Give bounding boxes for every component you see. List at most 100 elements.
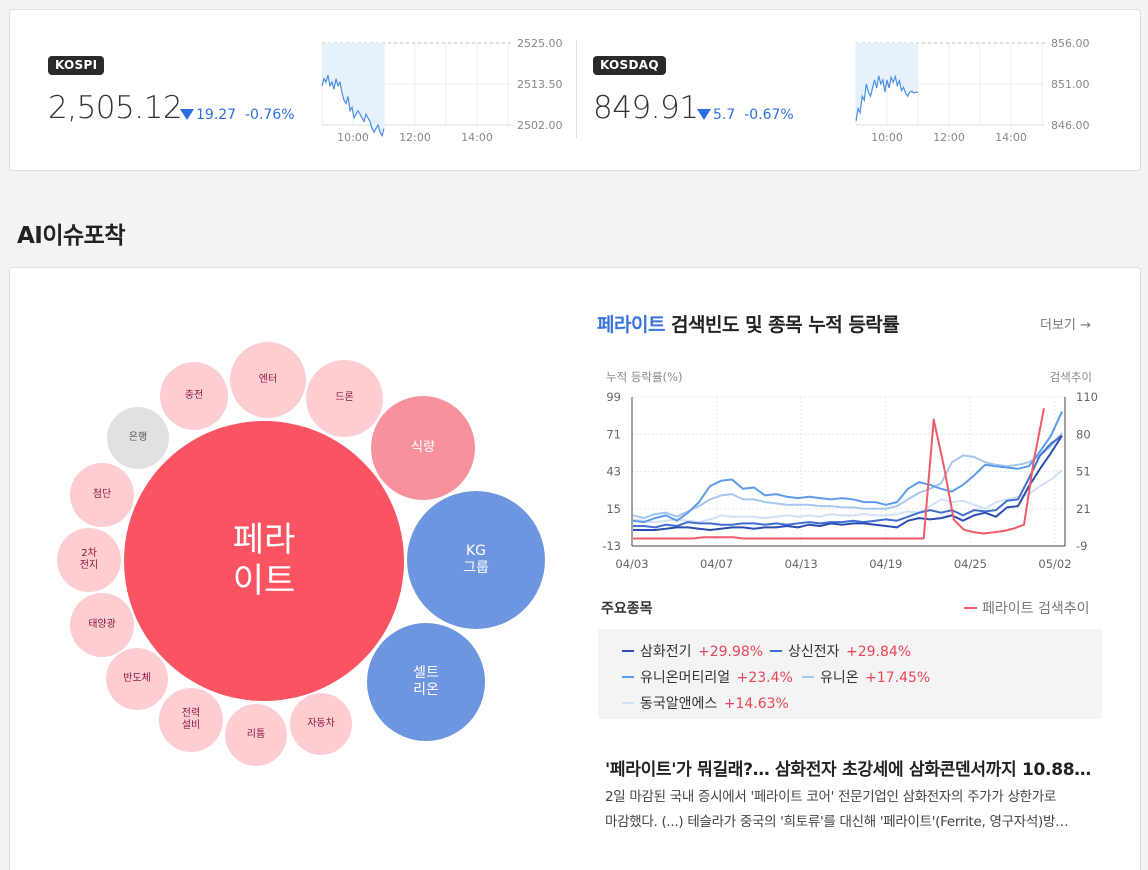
y-tick-label: 2513.50 [517, 78, 563, 91]
x-tick-label: 05/02 [1038, 557, 1071, 571]
x-tick-label: 04/03 [615, 557, 648, 571]
series-line [633, 408, 1045, 540]
bubble-charging[interactable]: 충전 [160, 362, 228, 430]
stocks-heading: 주요종목 [601, 601, 653, 617]
trend-legend: 페라이트 검색추이 [964, 598, 1090, 618]
kospi-intraday-chart[interactable]: 2525.00 2513.50 2502.00 10:00 12:00 14:00 [310, 32, 572, 147]
x-tick-label: 04/13 [785, 557, 818, 571]
kosdaq-change-percent: -0.67% [744, 107, 794, 123]
stock-item[interactable]: 유니온머티리얼 +23.4% [622, 667, 793, 687]
bubble-power-equipment[interactable]: 전력 설비 [159, 688, 223, 752]
stock-name: 상신전자 [788, 644, 840, 660]
stock-change: +17.45% [865, 670, 931, 686]
stock-change: +23.4% [736, 670, 793, 686]
y-tick-left: 99 [606, 390, 621, 404]
kospi-change-percent: -0.76% [245, 107, 295, 123]
intraday-line [321, 74, 385, 138]
x-tick-label: 10:00 [337, 131, 369, 144]
x-tick-label: 12:00 [933, 131, 965, 144]
x-tick-label: 04/25 [954, 557, 987, 571]
news-title[interactable]: '페라이트'가 뭐길래?… 삼화전자 초강세에 삼화콘덴서까지 10.88… [605, 760, 1091, 780]
stock-swatch [622, 702, 634, 704]
stock-change: +29.84% [845, 644, 912, 660]
stock-swatch [770, 650, 782, 652]
stock-item[interactable]: 유니온 +17.45% [802, 667, 930, 687]
bubble-kg-group[interactable]: KG 그룹 [407, 491, 545, 629]
series-line [633, 434, 1063, 529]
kospi-change: 19.27 -0.76% [180, 107, 295, 123]
bubble-bank[interactable]: 은행 [107, 407, 169, 469]
y-tick-left: 43 [606, 465, 621, 479]
market-index-card: KOSPI 2,505.12 19.27 -0.76% 2525.00 2513.… [9, 9, 1141, 171]
bubble-automobile[interactable]: 자동차 [290, 693, 352, 755]
y-axis-label-left: 누적 등락률(%) [606, 370, 682, 384]
stock-name: 삼화전기 [640, 644, 692, 660]
y-tick-right: 110 [1076, 390, 1098, 404]
stock-name: 동국알앤에스 [640, 696, 718, 712]
series-line [632, 411, 1063, 524]
y-tick-left: -13 [602, 539, 621, 553]
panel-title: 페라이트 검색빈도 및 종목 누적 등락률 [597, 310, 900, 337]
series-line [633, 435, 1063, 531]
bubble-semiconductor[interactable]: 반도체 [106, 648, 168, 710]
y-tick-right: 21 [1076, 502, 1091, 516]
y-tick-left: 71 [606, 427, 621, 441]
bubble-food[interactable]: 식량 [371, 396, 475, 500]
index-divider [576, 40, 577, 138]
stock-swatch [622, 650, 634, 652]
intraday-area [856, 43, 918, 121]
bubble-advanced[interactable]: 첨단 [70, 463, 134, 527]
kospi-value: 2,505.12 [48, 90, 183, 126]
kosdaq-change: 5.7 -0.67% [697, 107, 794, 123]
intraday-area [322, 43, 384, 136]
x-tick-label: 14:00 [995, 131, 1027, 144]
news-summary-line: 2일 마감된 국내 증시에서 '페라이트 코어' 전문기업인 삼화전자의 주가가… [605, 789, 1056, 805]
panel-title-keyword: 페라이트 [597, 314, 665, 336]
y-tick-label: 846.00 [1051, 119, 1090, 132]
series-line [632, 432, 1063, 520]
y-tick-label: 2525.00 [517, 37, 563, 50]
news-summary-line: 마감했다. (...) 테슬라가 중국의 '희토류'를 대신해 '페라이트'(F… [605, 814, 1069, 830]
stock-name: 유니온 [820, 670, 859, 686]
bubble-celltrion[interactable]: 셀트 리온 [367, 623, 485, 741]
bubble-ferrite[interactable]: 페라 이트 [124, 421, 404, 701]
y-tick-label: 2502.00 [517, 119, 563, 132]
news-summary[interactable]: 2일 마감된 국내 증시에서 '페라이트 코어' 전문기업인 삼화전자의 주가가… [605, 785, 1105, 835]
kosdaq-intraday-chart[interactable]: 856.00 851.00 846.00 10:00 12:00 14:00 [844, 32, 1106, 147]
y-tick-label: 851.00 [1051, 78, 1090, 91]
x-tick-label: 10:00 [871, 131, 903, 144]
stock-swatch [622, 676, 634, 678]
x-tick-label: 14:00 [461, 131, 493, 144]
bubble-secondary-battery[interactable]: 2차 전지 [57, 528, 121, 592]
bubble-drone[interactable]: 드론 [306, 360, 383, 437]
panel-title-rest: 검색빈도 및 종목 누적 등락률 [664, 314, 900, 336]
more-link[interactable]: 더보기 → [1040, 318, 1091, 333]
stock-name: 유니온머티리얼 [640, 670, 731, 686]
series-line [632, 469, 1063, 524]
intraday-line [855, 74, 918, 122]
down-arrow-icon [180, 109, 194, 120]
stock-swatch [802, 676, 814, 678]
trend-legend-label: 페라이트 검색추이 [982, 601, 1090, 617]
kospi-change-points: 19.27 [196, 107, 237, 123]
stock-item[interactable]: 삼화전기 +29.98% [622, 641, 763, 661]
stock-change: +29.98% [697, 644, 764, 660]
stock-item[interactable]: 동국알앤에스 +14.63% [622, 693, 789, 713]
bubble-lithium[interactable]: 리튬 [225, 704, 287, 766]
trend-legend-swatch [964, 607, 977, 609]
down-arrow-icon [697, 109, 711, 120]
y-axis-label-right: 검색추이 [1050, 370, 1092, 384]
y-tick-left: 15 [606, 502, 621, 516]
kosdaq-badge: KOSDAQ [593, 56, 666, 75]
stock-item[interactable]: 상신전자 +29.84% [770, 641, 911, 661]
bubble-entertainment[interactable]: 엔터 [230, 342, 306, 418]
kospi-badge: KOSPI [48, 56, 105, 75]
kosdaq-value: 849.91 [593, 90, 699, 126]
y-tick-right: -9 [1076, 539, 1087, 553]
cumulative-return-chart[interactable]: 누적 등락률(%) 검색추이 99 110 71 80 43 51 15 21 -13 -9 04/03… [598, 362, 1108, 580]
bubble-solar[interactable]: 태양광 [70, 593, 134, 657]
x-tick-label: 04/19 [869, 557, 902, 571]
y-tick-right: 80 [1076, 427, 1091, 441]
stock-change: +14.63% [723, 696, 789, 712]
y-tick-right: 51 [1076, 465, 1091, 479]
